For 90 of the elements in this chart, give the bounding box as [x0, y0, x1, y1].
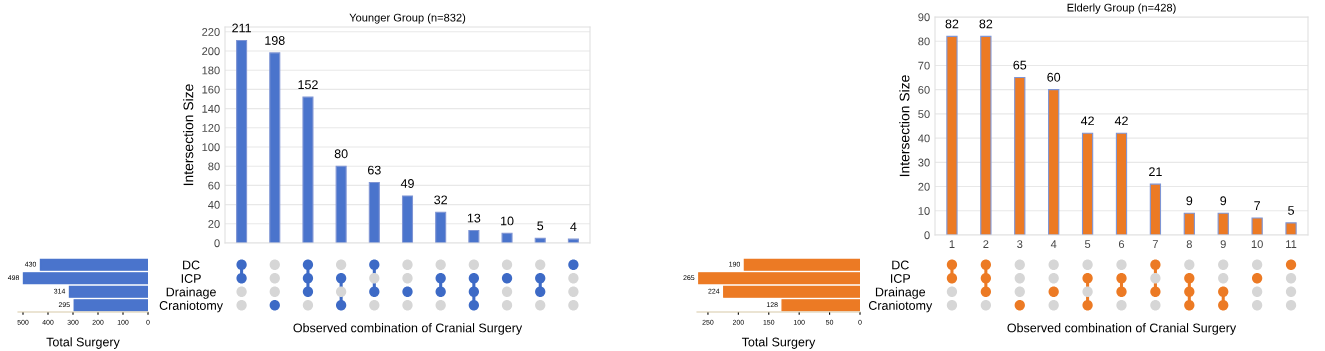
y-tick-label: 200 — [202, 47, 220, 56]
bar — [946, 35, 958, 235]
bar — [468, 229, 480, 243]
x-tick-label: 3 — [1017, 240, 1023, 249]
y-tick-label: DC — [892, 260, 909, 270]
bar — [1183, 212, 1195, 235]
y-tick-label: 30 — [918, 158, 930, 167]
bar — [302, 96, 314, 243]
y-axis-title: Intersection Size — [899, 75, 910, 177]
y-tick-label: DC — [183, 260, 200, 270]
y-tick-label: 80 — [208, 162, 220, 171]
bar — [435, 211, 447, 243]
data-label: 63 — [368, 165, 381, 175]
bar — [980, 35, 992, 235]
data-label: 82 — [979, 19, 993, 29]
y-tick-label: 20 — [918, 182, 930, 191]
x-tick-label: 1 — [949, 240, 955, 248]
bar — [1285, 222, 1297, 235]
x-tick-label: 5 — [1084, 240, 1091, 249]
x-tick-label: 8 — [1186, 240, 1192, 249]
data-label: 82 — [945, 19, 959, 29]
y-tick-label: 0 — [924, 231, 930, 240]
y-tick-label: 140 — [202, 104, 220, 113]
bar — [1251, 217, 1263, 235]
bar — [368, 181, 380, 243]
y-tick-label: 20 — [208, 220, 220, 228]
y-tick-label: 180 — [202, 66, 220, 75]
y-tick-label: 100 — [202, 143, 220, 152]
y-tick-label: 40 — [208, 200, 220, 209]
y-tick-label: Drainage — [166, 287, 216, 299]
data-label: 60 — [1047, 72, 1061, 82]
y-tick-label: 220 — [202, 28, 220, 36]
data-label: 9 — [1220, 196, 1227, 206]
y-tick-label: ICP — [891, 274, 911, 283]
y-tick-label: 120 — [202, 124, 220, 132]
bar — [1081, 132, 1094, 235]
bar — [1014, 77, 1026, 235]
y-tick-label: 10 — [918, 207, 930, 215]
text: Observed combination of Cranial Surgery — [293, 323, 523, 335]
chart-title: Younger Group (n=832) — [349, 13, 466, 24]
data-label: 211 — [232, 23, 251, 33]
y-tick-label: Drainage — [875, 287, 926, 299]
data-label: 42 — [1114, 116, 1128, 126]
data-label: 80 — [334, 149, 348, 159]
y-tick-label: 40 — [918, 134, 930, 143]
y-tick-label: 60 — [918, 85, 930, 94]
y-tick-label: 80 — [918, 37, 930, 46]
data-label: 10 — [501, 216, 514, 226]
data-label: 198 — [265, 36, 285, 45]
y-tick-label: 50 — [918, 110, 930, 119]
data-label: 4 — [570, 222, 577, 232]
y-tick-label: 70 — [918, 61, 930, 70]
y-tick-label: ICP — [181, 274, 201, 283]
data-label: 5 — [537, 221, 544, 231]
bar — [1048, 89, 1060, 235]
x-tick-label: 2 — [983, 240, 989, 248]
data-label: 5 — [1288, 206, 1294, 215]
bar — [236, 39, 248, 243]
data-label: 9 — [1186, 196, 1193, 206]
x-tick-label: 7 — [1152, 240, 1158, 248]
bar — [269, 52, 281, 243]
x-tick-label: 9 — [1220, 240, 1226, 249]
x-tick-label: 6 — [1118, 240, 1125, 249]
bar — [401, 195, 414, 243]
x-axis-title: Total Surgery — [46, 337, 120, 349]
bar — [1115, 132, 1128, 235]
y-tick-label: Craniotomy — [868, 300, 933, 313]
y-tick-label: 90 — [918, 13, 930, 22]
chart-title: Elderly Group (n=428) — [1067, 3, 1176, 14]
data-label: 65 — [1013, 60, 1027, 70]
x-tick-label: 10 — [1251, 240, 1263, 249]
data-label: 152 — [298, 80, 318, 90]
x-tick-label: 4 — [1050, 240, 1057, 248]
text: Observed combination of Cranial Surgery — [1007, 323, 1237, 335]
x-tick-label: 11 — [1286, 240, 1297, 248]
data-label: 21 — [1149, 167, 1162, 176]
data-label: 49 — [400, 179, 414, 188]
y-axis-title: Intersection Size — [183, 84, 194, 186]
x-axis-title: Total Surgery — [741, 337, 816, 349]
data-label: 13 — [467, 213, 481, 223]
y-tick-label: 160 — [202, 85, 220, 94]
bar — [335, 165, 347, 243]
y-tick-label: Craniotomy — [159, 300, 223, 313]
data-label: 7 — [1254, 201, 1260, 210]
data-label: 42 — [1080, 116, 1094, 126]
bar — [1217, 212, 1229, 235]
data-label: 32 — [434, 195, 448, 205]
y-tick-label: 60 — [208, 181, 220, 190]
bar — [501, 232, 513, 243]
bar — [1149, 183, 1162, 235]
